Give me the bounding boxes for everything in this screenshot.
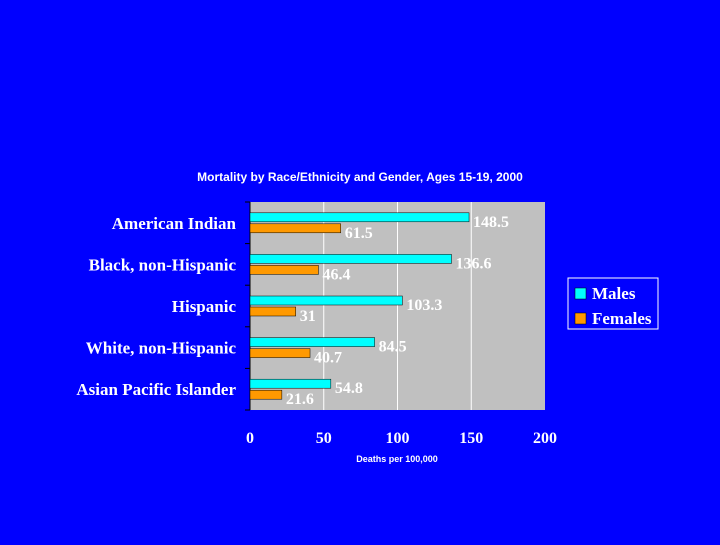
x-tick-label: 50 [316,430,332,447]
category-label: Asian Pacific Islander [76,380,236,399]
legend-swatch [574,287,587,300]
category-label: American Indian [112,214,237,233]
x-tick-label: 150 [459,430,483,447]
x-tick-label: 0 [246,430,254,447]
bar-females [249,348,311,358]
category-label: Hispanic [172,297,237,316]
legend-label: Males [592,284,636,303]
chart-title: Mortality by Race/Ethnicity and Gender, … [197,170,523,184]
data-label: 84.5 [379,339,407,356]
x-tick-label: 100 [386,430,410,447]
data-label: 148.5 [473,214,509,231]
legend: Males Females [567,277,659,330]
data-label: 54.8 [335,380,363,397]
bar-females [249,306,296,317]
x-axis-title: Deaths per 100,000 [356,454,438,464]
data-label: 31 [300,308,316,325]
x-tick-label: 200 [533,430,557,447]
category-label: White, non-Hispanic [86,339,237,358]
bar-males [249,254,452,264]
legend-label: Females [592,309,652,328]
bar-females [249,389,283,400]
grid-layer [323,202,472,410]
bar-females [249,223,341,234]
legend-swatch [574,312,587,325]
axis-layer: 0 50 100 150 200 [245,201,557,447]
bar-males [249,337,375,347]
bars-layer [249,212,470,400]
bar-females [249,265,319,275]
data-label: 21.6 [286,391,314,408]
labels-layer: American Indian 148.5 61.5 Black, non-Hispa… [76,214,509,408]
bar-males [249,295,403,306]
data-label: 46.4 [322,266,350,283]
category-label: Black, non-Hispanic [89,255,237,274]
data-label: 40.7 [314,350,342,367]
bar-males [249,378,332,389]
data-label: 103.3 [406,297,442,314]
data-label: 136.6 [455,255,491,272]
data-label: 61.5 [345,225,373,242]
bar-males [249,212,470,223]
